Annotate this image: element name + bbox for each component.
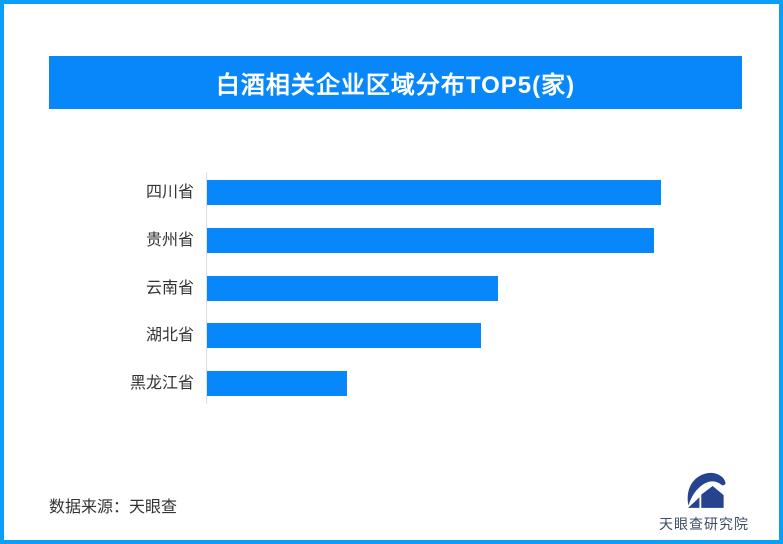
brand-logo: 天眼查研究院	[652, 470, 756, 534]
bar-label: 贵州省	[145, 231, 194, 249]
bar	[207, 371, 347, 396]
bar	[207, 275, 498, 301]
chart-title: 白酒相关企业区域分布TOP5(家)	[49, 56, 742, 109]
bar-label: 四川省	[145, 184, 194, 201]
bar	[207, 227, 654, 253]
bar-label: 湖北省	[145, 327, 194, 345]
bar	[207, 180, 661, 205]
y-axis-line	[206, 172, 207, 404]
bar-label: 云南省	[145, 279, 194, 297]
bar	[207, 323, 481, 349]
bar-label: 黑龙江省	[129, 375, 194, 392]
data-source-text: 数据来源：天眼查	[49, 499, 178, 516]
brand-logo-caption: 天眼查研究院	[659, 516, 749, 532]
tianyancha-eye-icon	[687, 472, 726, 508]
